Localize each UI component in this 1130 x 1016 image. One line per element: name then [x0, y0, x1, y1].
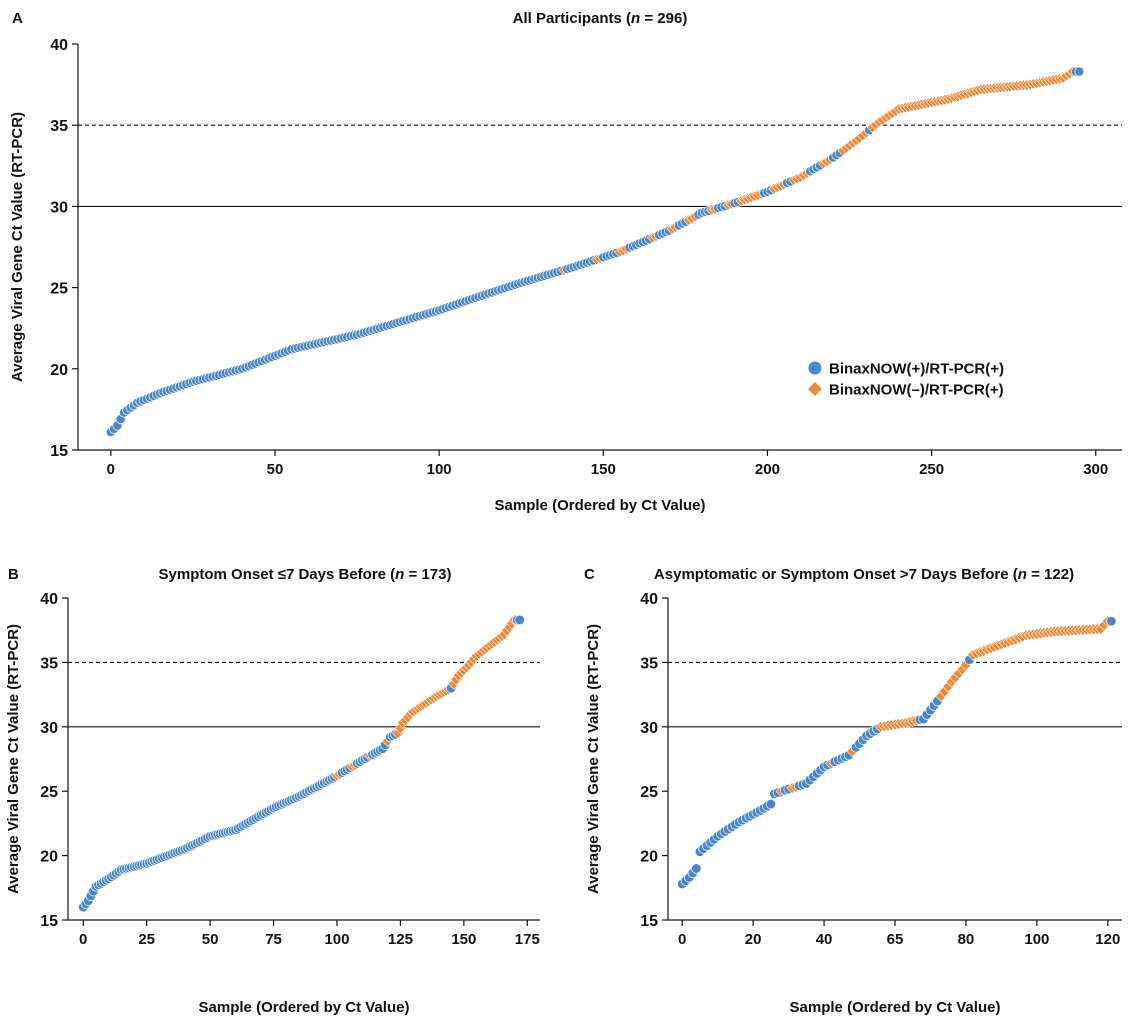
panel-title: Asymptomatic or Symptom Onset >7 Days Be…: [598, 566, 1130, 583]
x-tick-label: 250: [919, 461, 944, 478]
x-axis-label: Sample (Ordered by Ct Value): [790, 999, 1001, 1016]
scatter-plot-all-participants: 15 20 25 30 35 40 0 50 100 150 200 250 300 Sample (Or…: [9, 37, 1122, 514]
y-axis-label: Average Viral Gene Ct Value (RT-PCR): [9, 112, 26, 382]
y-tick-label: 25: [640, 784, 658, 801]
y-tick-label: 15: [640, 913, 658, 930]
x-tick-label: 200: [755, 461, 780, 478]
data-point-positive: [691, 863, 702, 874]
x-tick-label: 50: [202, 931, 219, 948]
title-n-value: = 173): [404, 566, 452, 583]
title-n-value: = 122): [1026, 566, 1075, 583]
y-tick-label: 35: [640, 655, 658, 672]
y-tick-label: 40: [640, 591, 658, 608]
y-tick-label: 30: [640, 720, 658, 737]
y-tick-label: 15: [40, 913, 58, 930]
y-tick-label: 20: [50, 362, 68, 379]
title-prefix: Symptom Onset ≤7 Days Before (: [158, 566, 396, 583]
x-axis-label: Sample (Ordered by Ct Value): [199, 999, 410, 1016]
legend-label: BinaxNOW(–)/RT-PCR(+): [829, 382, 1004, 399]
panel-letter: B: [8, 566, 19, 583]
title-n-value: = 296): [640, 10, 688, 27]
x-tick-label: 25: [138, 931, 155, 948]
y-tick-label: 30: [50, 199, 68, 216]
panel-title: All Participants (n = 296): [120, 10, 1080, 27]
x-tick-label: 20: [745, 931, 762, 948]
title-prefix: All Participants (: [512, 10, 632, 27]
x-tick-label: 150: [591, 461, 616, 478]
title-n-symbol: n: [395, 566, 405, 583]
x-tick-label: 50: [267, 461, 284, 478]
x-tick-label: 0: [678, 931, 686, 948]
y-tick-label: 20: [640, 849, 658, 866]
panel-title: Symptom Onset ≤7 Days Before (n = 173): [70, 566, 540, 583]
x-tick-label: 175: [515, 931, 540, 948]
x-tick-label: 75: [265, 931, 282, 948]
scatter-plot-asymptomatic-gt7: 15 20 25 30 35 40 0 20 40 65 80 100 120 Sample (Order…: [585, 591, 1122, 1016]
title-n-symbol: n: [631, 10, 641, 27]
y-tick-label: 35: [50, 118, 68, 135]
x-tick-label: 0: [107, 461, 115, 478]
x-tick-label: 100: [427, 461, 452, 478]
x-tick-label: 100: [324, 931, 349, 948]
legend-marker-diamond: [808, 382, 822, 396]
y-tick-label: 25: [40, 784, 58, 801]
x-tick-label: 100: [1024, 931, 1049, 948]
y-tick-label: 30: [40, 720, 58, 737]
x-tick-label: 300: [1083, 461, 1108, 478]
y-axis-label: Average Viral Gene Ct Value (RT-PCR): [585, 624, 602, 894]
x-tick-label: 65: [887, 931, 904, 948]
x-tick-label: 125: [388, 931, 413, 948]
y-tick-label: 35: [40, 655, 58, 672]
data-point-positive: [765, 798, 777, 810]
y-tick-label: 20: [40, 849, 58, 866]
x-tick-label: 120: [1095, 931, 1120, 948]
x-axis-label: Sample (Ordered by Ct Value): [495, 497, 706, 514]
title-prefix: Asymptomatic or Symptom Onset >7 Days Be…: [653, 566, 1018, 583]
y-axis-label: Average Viral Gene Ct Value (RT-PCR): [5, 624, 22, 894]
legend-label: BinaxNOW(+)/RT-PCR(+): [829, 361, 1004, 378]
panel-letter: A: [12, 10, 23, 27]
data-point-positive: [1074, 66, 1085, 77]
panel-letter: C: [584, 566, 595, 583]
y-tick-label: 25: [50, 281, 68, 298]
y-tick-label: 15: [50, 443, 68, 460]
x-tick-label: 150: [451, 931, 476, 948]
title-n-symbol: n: [1017, 566, 1027, 583]
y-tick-label: 40: [50, 37, 68, 54]
legend-marker-circle: [808, 361, 822, 375]
scatter-plot-symptom-onset-le7: 15 20 25 30 35 40 0 25 50 75 100 125 150 175 Sample (O…: [5, 591, 540, 1016]
y-tick-label: 40: [40, 591, 58, 608]
data-point-positive: [1106, 616, 1117, 627]
x-tick-label: 80: [958, 931, 975, 948]
x-tick-label: 40: [816, 931, 833, 948]
data-point-positive: [514, 614, 525, 626]
x-tick-label: 0: [79, 931, 87, 948]
